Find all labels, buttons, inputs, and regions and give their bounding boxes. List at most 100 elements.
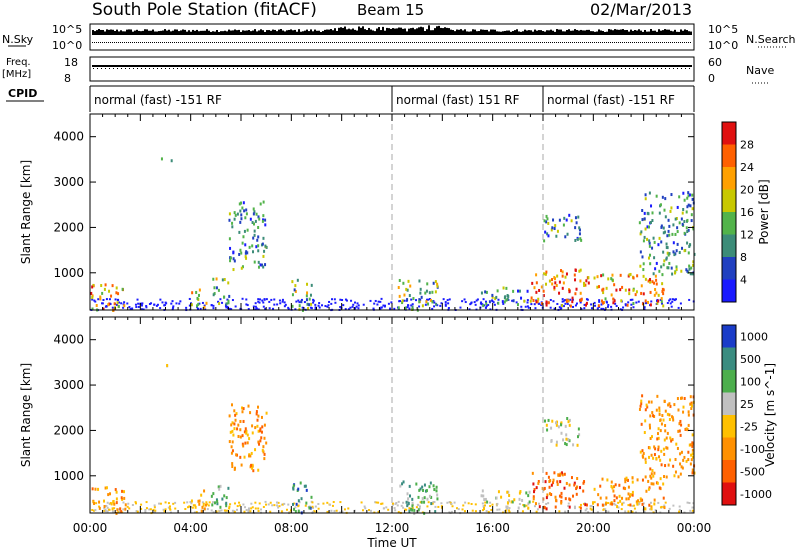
noise-search-dot (500, 42, 501, 43)
scatter-point (190, 303, 193, 307)
scatter-point (562, 438, 565, 442)
nave-dot (173, 68, 174, 69)
colorbar-tick-label: -1000 (740, 488, 772, 501)
noise-search-dot (676, 42, 677, 43)
scatter-point (428, 485, 431, 489)
scatter-point (666, 412, 669, 416)
scatter-point (691, 468, 694, 472)
scatter-point (436, 304, 439, 307)
scatter-point (112, 499, 115, 503)
noise-search-dot (382, 42, 383, 43)
scatter-point (558, 280, 561, 284)
scatter-point (690, 406, 693, 410)
noise-search-dot (244, 42, 245, 43)
scatter-point (543, 486, 546, 490)
scatter-point (535, 290, 538, 294)
noise-search-dot (222, 42, 223, 43)
noise-sky-bar (344, 26, 346, 35)
scatter-point (411, 497, 414, 501)
scatter-point (596, 511, 599, 514)
noise-sky-bar (222, 31, 224, 35)
scatter-point (257, 298, 260, 301)
noise-search-dot (268, 42, 269, 43)
nave-dot (557, 68, 558, 69)
scatter-point (234, 213, 237, 217)
scatter-point (548, 279, 551, 283)
noise-search-dot (574, 42, 575, 43)
scatter-point (212, 492, 215, 496)
noise-search-dot (474, 42, 475, 43)
scatter-point (546, 428, 549, 432)
scatter-point (621, 502, 624, 506)
scatter-point (585, 301, 588, 305)
noise-search-dot (506, 42, 507, 43)
scatter-point (417, 508, 420, 512)
noise-sky-bar (360, 27, 362, 35)
scatter-point (491, 503, 494, 506)
scatter-point (680, 450, 683, 454)
nave-dot (241, 68, 242, 69)
scatter-point (691, 197, 694, 201)
noise-sky-bar (326, 29, 328, 35)
noise-search-dot (390, 42, 391, 43)
scatter-point (554, 505, 557, 509)
noise-sky-bar (644, 29, 646, 35)
noise-sky-bar (206, 29, 208, 35)
noise-search-dot (200, 42, 201, 43)
scatter-point (258, 301, 261, 304)
noise-sky-bar (666, 29, 668, 35)
scatter-point (408, 294, 411, 298)
scatter-point (408, 484, 411, 488)
scatter-point (434, 280, 437, 284)
scatter-point (632, 306, 635, 309)
scatter-point (393, 307, 396, 310)
scatter-point (98, 505, 101, 508)
scatter-point (170, 302, 173, 305)
nave-dot (301, 68, 302, 69)
scatter-point (567, 299, 570, 303)
noise-search-dot (528, 42, 529, 43)
noise-search-dot (606, 42, 607, 43)
scatter-point (426, 505, 429, 508)
scatter-point (678, 251, 681, 255)
noise-search-dot (486, 42, 487, 43)
noise-search-dot (594, 42, 595, 43)
scatter-point (545, 471, 548, 475)
scatter-point (203, 304, 206, 307)
scatter-point (239, 455, 242, 459)
nave-dot (585, 68, 586, 69)
scatter-point (141, 302, 144, 305)
scatter-point (258, 442, 261, 446)
scatter-point (241, 297, 244, 300)
scatter-point (505, 509, 508, 512)
scatter-point (278, 299, 281, 302)
scatter-point (230, 423, 233, 427)
scatter-point (229, 503, 232, 506)
noise-sky-bar (138, 30, 140, 35)
noise-search-dot (600, 42, 601, 43)
noise-sky-bar (578, 30, 580, 35)
scatter-point (587, 276, 590, 280)
scatter-point (236, 427, 239, 431)
scatter-point (527, 502, 530, 506)
scatter-point (254, 302, 257, 305)
scatter-point (548, 492, 551, 496)
scatter-point (411, 507, 414, 510)
scatter-point (241, 206, 244, 210)
noise-sky-bar (594, 31, 596, 35)
scatter-point (354, 307, 357, 310)
noise-sky-bar (654, 30, 656, 35)
scatter-point (439, 304, 442, 307)
scatter-point (670, 206, 673, 210)
scatter-point (308, 506, 311, 510)
scatter-point (628, 494, 631, 498)
scatter-point (592, 502, 595, 505)
scatter-point (683, 249, 686, 253)
noise-search-dot (684, 42, 685, 43)
nave-dot (97, 68, 98, 69)
noise-search-dot (472, 42, 473, 43)
scatter-point (397, 286, 400, 290)
scatter-point (291, 304, 294, 308)
scatter-point (628, 273, 631, 277)
noise-sky-bar (136, 29, 138, 35)
